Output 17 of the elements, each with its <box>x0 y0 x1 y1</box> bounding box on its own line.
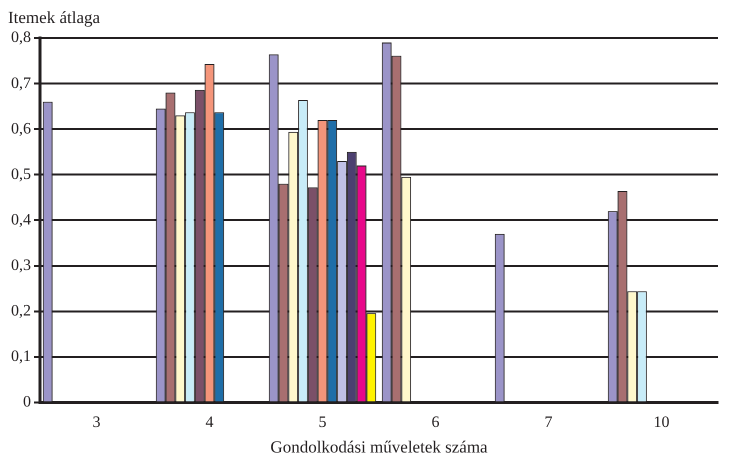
y-tick-label: 0,3 <box>11 256 31 274</box>
y-tick-label: 0,4 <box>11 211 31 228</box>
y-tick-label: 0,8 <box>11 29 31 46</box>
x-axis-title: Gondolkodási műveletek száma <box>270 437 488 456</box>
y-tick-label: 0,6 <box>11 120 31 138</box>
x-tick-label: 4 <box>206 414 214 432</box>
x-tick-label: 7 <box>544 414 552 432</box>
y-tick-label: 0,1 <box>11 348 31 366</box>
x-tick-label: 3 <box>92 414 100 432</box>
y-axis-title: Itemek átlaga <box>8 8 100 28</box>
x-tick-label: 10 <box>654 414 670 432</box>
y-tick-label: 0 <box>23 394 31 411</box>
x-tick-label: 5 <box>318 414 326 432</box>
x-tick-label: 6 <box>432 414 440 432</box>
y-tick-label: 0,5 <box>11 166 31 183</box>
y-tick-label: 0,2 <box>11 302 31 320</box>
y-tick-label: 0,7 <box>11 74 31 92</box>
